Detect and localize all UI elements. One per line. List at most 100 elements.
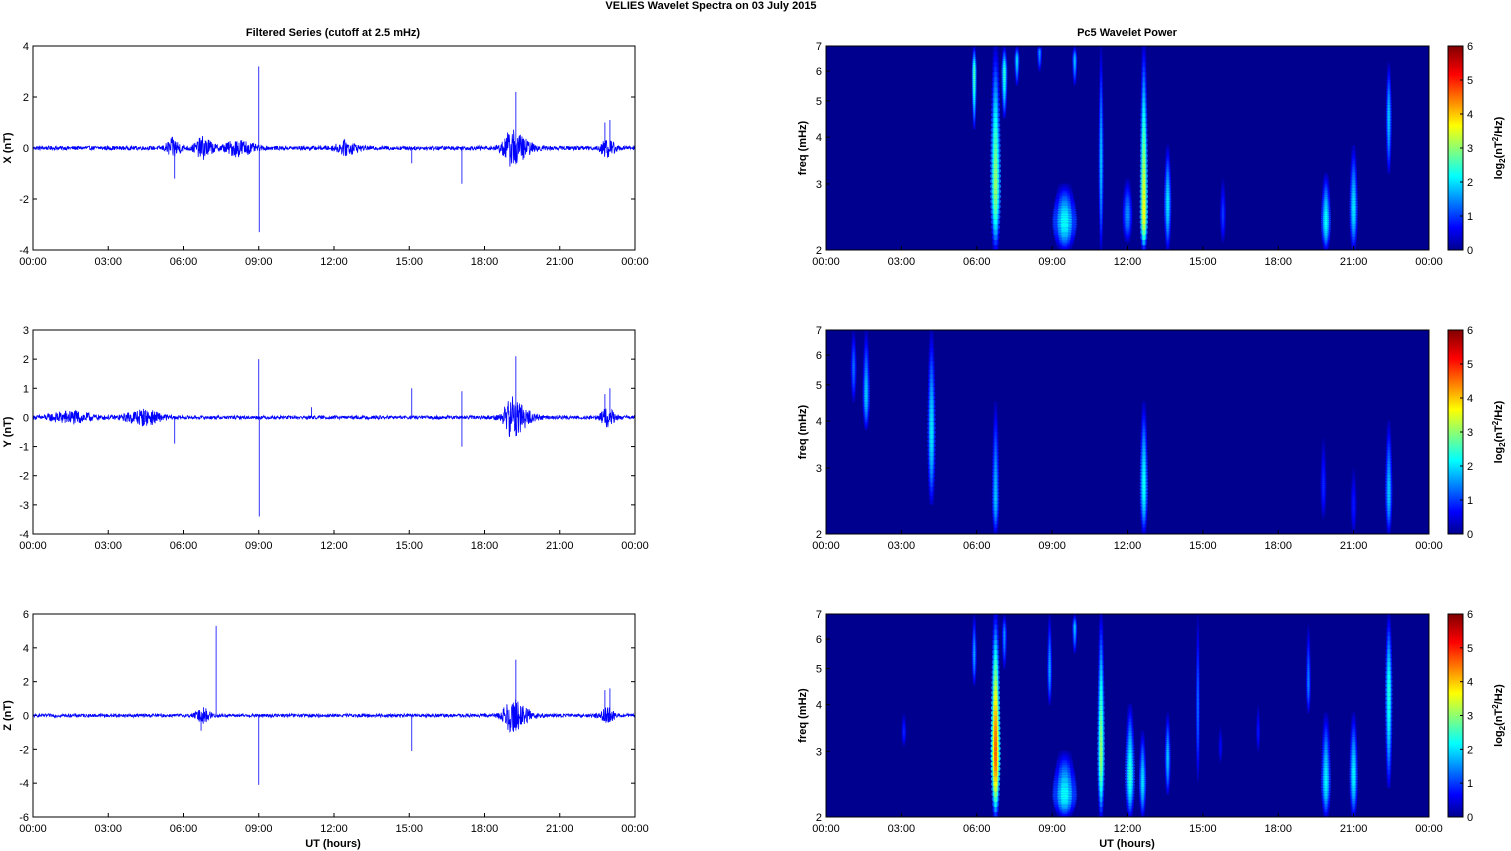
feature-1-cell [973,110,975,113]
feature-13-cell [1352,213,1355,217]
feature-8-cell [1128,805,1132,809]
feature-16-cell [1352,769,1355,774]
feature-2-cell [930,477,933,483]
feature-9-cell [1141,756,1144,760]
feature-12-cell [1324,184,1328,188]
feature-0-cell [994,122,998,128]
ts-Y-x-tick-label: 06:00 [170,540,198,552]
colorbar-tick-label: 2 [1467,461,1473,473]
feature-8-cell [1128,721,1132,725]
feature-5-cell [1322,443,1325,447]
feature-10-cell [1166,194,1169,199]
feature-7-cell [1387,480,1390,484]
feature-13-cell [1352,231,1355,235]
feature-2-cell [994,654,997,660]
feature-14-cell [1388,156,1390,160]
feature-12-cell [1324,224,1328,228]
feature-5-cell [1322,488,1325,491]
feature-15-cell [1324,788,1328,792]
feature-2-cell [994,699,997,706]
feature-4-cell [1049,625,1051,628]
feature-5-cell [1322,480,1325,483]
feature-8-cell [1128,749,1132,753]
feature-7-cell [1387,488,1390,492]
feature-4-cell [1142,474,1146,479]
feature-1-cell [973,91,975,95]
feature-5-cell [1322,446,1325,449]
ts-Y-x-tick-label: 21:00 [546,540,574,552]
feature-7-cell [1099,750,1103,757]
feature-7-cell [1100,654,1102,660]
feature-1-cell [973,106,975,109]
feature-2-cell [930,425,933,431]
feature-0-cell [994,147,998,154]
feature-4-cell [1048,668,1051,671]
feature-8-cell [1128,743,1132,748]
feature-4-cell [1142,444,1145,449]
feature-2-cell [930,399,933,405]
feature-3-cell [994,494,997,498]
feature-9-cell [1143,55,1145,62]
feature-10-cell [1166,158,1169,162]
feature-9-cell [1143,76,1145,82]
feature-4-cell [1048,640,1051,644]
feature-16-cell [1352,777,1355,781]
feature-7-cell [1100,760,1103,767]
feature-0-cell [994,86,997,93]
feature-2-cell [994,705,997,711]
feature-2-cell [994,715,998,721]
feature-1-cell [973,74,975,78]
feature-1-cell [865,367,868,371]
series-line-Y [32,396,636,438]
ts-X-x-tick-label: 09:00 [245,256,273,268]
feature-14-cell [1388,167,1390,172]
ts-Z-x-tick-label: 15:00 [395,823,423,835]
feature-14-cell [1307,667,1310,670]
feature-4-cell [1048,654,1051,658]
feature-10-cell [1167,712,1169,716]
feature-3-cell [994,527,997,531]
feature-12-cell [1324,213,1328,216]
feature-0-cell [994,117,997,123]
feature-15-cell [1324,743,1328,748]
left-column-title: Filtered Series (cutoff at 2.5 mHz) [246,27,421,39]
feature-0-cell [994,239,997,246]
feature-2-cell [994,791,997,797]
feature-13-cell [1352,171,1355,175]
feature-7-cell [1100,208,1102,215]
ts-Y-x-tick-label: 00:00 [621,540,649,552]
feature-2-cell [930,429,933,435]
feature-7-cell [1388,434,1390,439]
feature-4-cell [1048,672,1051,676]
feature-7-cell [1388,423,1390,428]
feature-1-cell [973,72,975,76]
feature-9-cell [1142,142,1145,149]
feature-1-cell [973,120,975,124]
feature-2-cell [930,486,933,492]
feature-11-cell [1197,680,1199,686]
feature-11-cell [1197,755,1199,761]
feature-13-cell [1352,241,1355,246]
feature-16-cell [1352,775,1355,779]
axes-box [825,329,1430,535]
feature-5-cell [1322,454,1325,457]
feature-5-cell [1322,472,1325,475]
feature-9-cell [1141,803,1144,807]
feature-4-cell [1049,636,1051,640]
feature-2-cell [994,776,997,782]
feature-16-cell [1352,806,1355,810]
wv-X-wavelet-x-tick-label: 09:00 [1038,256,1066,268]
feature-13-cell [1352,163,1355,167]
feature-12-cell [1324,199,1328,203]
feature-7-cell [1387,454,1390,459]
feature-10-cell [1166,753,1169,757]
feature-1-cell [973,124,975,128]
feature-5-cell [1322,452,1325,455]
feature-0-cell [994,76,997,82]
feature-13-cell [1352,186,1355,191]
feature-15-cell [1325,720,1327,724]
feature-14-cell [1388,65,1390,69]
feature-0-cell [993,193,998,200]
feature-9-cell [1141,735,1144,738]
feature-2-cell [994,634,997,640]
